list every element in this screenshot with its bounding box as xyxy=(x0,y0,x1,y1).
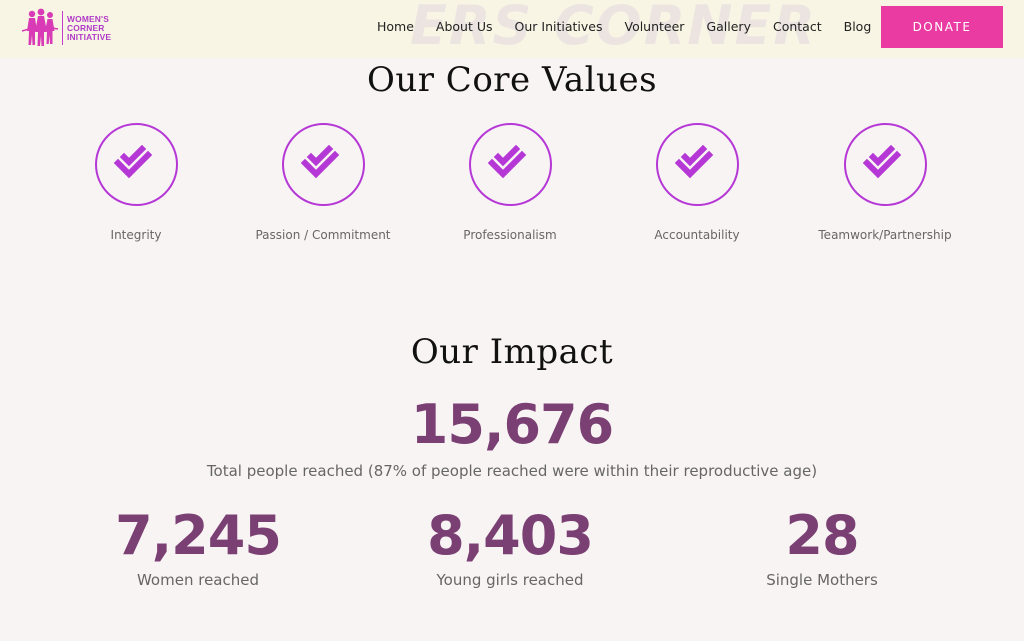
double-check-icon xyxy=(301,144,340,178)
value-label: Professionalism xyxy=(463,228,557,242)
value-label: Teamwork/Partnership xyxy=(818,228,952,242)
logo-text: WOMEN'S CORNER INITIATIVE xyxy=(67,13,112,42)
stat-women-reached: 7,245 Women reached xyxy=(48,504,348,590)
nav-contact[interactable]: Contact xyxy=(772,19,822,34)
stat-number: 7,245 xyxy=(115,504,282,567)
value-integrity: Integrity xyxy=(46,123,226,242)
value-label: Accountability xyxy=(654,228,740,242)
stat-label: Young girls reached xyxy=(436,571,584,589)
nav-our-initiatives[interactable]: Our Initiatives xyxy=(514,19,603,34)
header-watermark: ERS CORNER xyxy=(410,0,817,57)
value-teamwork-partnership: Teamwork/Partnership xyxy=(795,123,975,242)
value-circle xyxy=(843,123,927,206)
impact-title: Our Impact xyxy=(410,332,614,372)
impact-total-number: 15,676 xyxy=(410,393,614,456)
impact-total-label: Total people reached (87% of people reac… xyxy=(206,462,818,480)
double-check-icon xyxy=(488,144,527,178)
donate-button[interactable]: DONATE xyxy=(881,6,1003,48)
logo-line-3: INITIATIVE xyxy=(67,31,112,42)
double-check-icon xyxy=(863,144,902,178)
value-label: Integrity xyxy=(110,228,162,242)
stat-number: 8,403 xyxy=(427,504,594,567)
nav-blog[interactable]: Blog xyxy=(843,19,872,34)
stat-young-girls-reached: 8,403 Young girls reached xyxy=(360,504,660,590)
nav-gallery[interactable]: Gallery xyxy=(706,19,751,34)
logo-line-2: CORNER xyxy=(67,22,105,33)
stat-label: Single Mothers xyxy=(766,571,878,589)
value-professionalism: Professionalism xyxy=(420,123,600,242)
value-circle xyxy=(94,123,178,206)
value-label: Passion / Commitment xyxy=(255,228,391,242)
logo-divider xyxy=(62,11,63,45)
stat-label: Women reached xyxy=(136,571,259,589)
value-circle xyxy=(281,123,365,206)
double-check-icon xyxy=(114,144,153,178)
double-check-icon xyxy=(675,144,714,178)
site-logo[interactable]: WOMEN'S CORNER INITIATIVE xyxy=(20,7,111,49)
stat-number: 28 xyxy=(785,504,859,567)
value-accountability: Accountability xyxy=(607,123,787,242)
stat-single-mothers: 28 Single Mothers xyxy=(672,504,972,590)
core-values-title: Our Core Values xyxy=(366,60,658,100)
nav-volunteer[interactable]: Volunteer xyxy=(624,19,685,34)
value-circle xyxy=(655,123,739,206)
value-passion-commitment: Passion / Commitment xyxy=(233,123,413,242)
value-circle xyxy=(468,123,552,206)
nav-home[interactable]: Home xyxy=(377,19,414,34)
women-silhouettes-logo-icon xyxy=(21,8,59,46)
main-nav: Home About Us Our Initiatives Volunteer … xyxy=(377,19,893,34)
site-header: ERS CORNER WOMEN'S CORNER INITIATIVE Hom… xyxy=(0,0,1024,58)
nav-about-us[interactable]: About Us xyxy=(435,19,493,34)
logo-line-1: WOMEN'S xyxy=(67,13,110,24)
